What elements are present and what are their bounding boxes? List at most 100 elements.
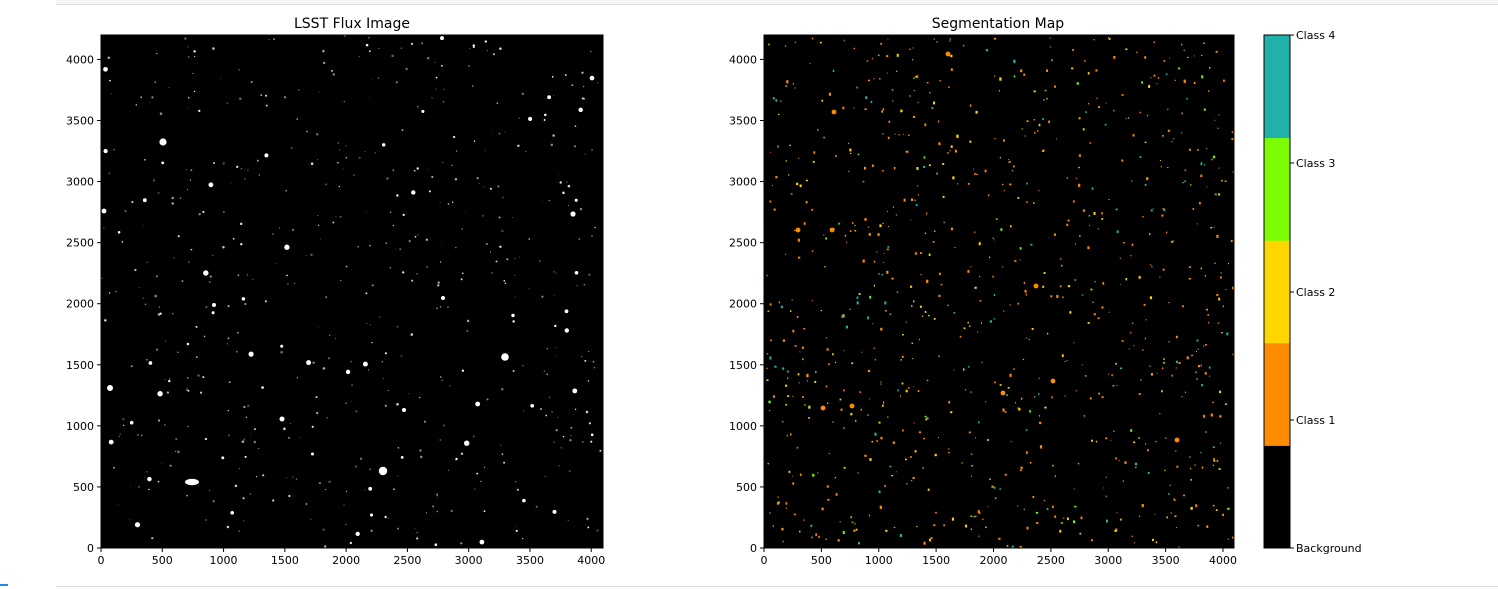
- seg-source: [803, 519, 805, 521]
- seg-source: [782, 367, 785, 370]
- flux-source: [155, 275, 158, 278]
- seg-source: [920, 252, 922, 255]
- flux-source: [322, 367, 326, 370]
- flux-source: [198, 212, 201, 216]
- seg-source: [806, 380, 809, 382]
- flux-source: [523, 410, 525, 412]
- flux-source: [140, 434, 143, 437]
- seg-source: [956, 183, 959, 185]
- seg-source: [1173, 498, 1176, 501]
- flux-source: [138, 286, 140, 288]
- seg-source: [989, 478, 991, 481]
- seg-source: [970, 453, 973, 455]
- seg-source: [1103, 487, 1105, 489]
- flux-source: [553, 94, 555, 96]
- seg-x-tick-label: 4000: [1209, 554, 1237, 567]
- seg-source: [849, 403, 855, 409]
- flux-source: [328, 480, 331, 483]
- flux-source: [129, 519, 131, 521]
- seg-source: [1136, 51, 1138, 53]
- seg-source: [1078, 117, 1081, 120]
- seg-source: [926, 417, 929, 420]
- flux-bright-source: [554, 324, 557, 328]
- seg-source: [1110, 439, 1112, 441]
- flux-bright-source: [147, 476, 152, 482]
- seg-source: [918, 194, 920, 196]
- flux-source: [408, 239, 411, 243]
- seg-source: [770, 339, 772, 342]
- seg-source: [913, 300, 915, 303]
- flux-source: [103, 227, 105, 230]
- seg-source: [978, 535, 980, 537]
- flux-bright-source: [311, 452, 314, 456]
- flux-source: [209, 281, 211, 283]
- seg-source: [850, 413, 853, 416]
- seg-source: [1060, 522, 1063, 524]
- flux-y-tick-label: 2000: [66, 298, 94, 311]
- seg-source: [882, 108, 885, 111]
- seg-source: [1127, 117, 1130, 119]
- flux-source: [442, 424, 446, 427]
- seg-source: [929, 92, 931, 94]
- seg-source: [1208, 322, 1210, 324]
- flux-source: [335, 215, 337, 218]
- seg-source: [1173, 240, 1175, 242]
- flux-source: [158, 306, 161, 308]
- flux-source: [244, 168, 246, 170]
- seg-source: [1131, 180, 1133, 182]
- flux-source: [187, 425, 189, 428]
- seg-source: [868, 514, 871, 517]
- flux-source: [566, 181, 568, 183]
- seg-source: [1178, 546, 1181, 549]
- flux-bright-source: [528, 116, 533, 121]
- seg-source: [1194, 464, 1196, 466]
- seg-source: [812, 474, 815, 477]
- seg-source: [832, 353, 834, 356]
- flux-source: [587, 380, 590, 382]
- seg-source: [880, 381, 882, 383]
- seg-source: [1102, 282, 1105, 285]
- flux-source: [108, 172, 111, 174]
- seg-source: [978, 421, 980, 424]
- seg-source: [782, 339, 786, 342]
- seg-source: [1113, 56, 1116, 59]
- seg-source: [1067, 517, 1069, 521]
- flux-source: [238, 69, 240, 71]
- seg-source: [910, 285, 913, 288]
- flux-source: [408, 393, 410, 395]
- flux-bright-source: [589, 75, 595, 81]
- flux-source: [503, 280, 506, 282]
- seg-source: [1157, 77, 1160, 79]
- seg-source: [1026, 201, 1028, 203]
- flux-y-tick-label: 1500: [66, 359, 94, 372]
- seg-source: [1085, 111, 1088, 113]
- seg-source: [1094, 280, 1096, 283]
- seg-source: [1119, 518, 1122, 521]
- seg-source: [827, 498, 830, 501]
- seg-source: [789, 144, 791, 147]
- flux-x-tick-label: 3500: [516, 554, 544, 567]
- flux-source: [242, 497, 245, 500]
- seg-source: [1125, 278, 1128, 281]
- flux-source: [599, 449, 602, 452]
- seg-source: [844, 234, 847, 237]
- seg-source: [1142, 349, 1144, 351]
- seg-source: [993, 318, 996, 320]
- flux-source: [535, 505, 538, 508]
- flux-source: [482, 214, 484, 217]
- seg-source: [1212, 446, 1215, 448]
- flux-source: [384, 404, 387, 407]
- seg-source: [788, 470, 791, 473]
- seg-source: [1159, 276, 1161, 278]
- seg-source: [1029, 462, 1032, 464]
- flux-source: [371, 79, 373, 81]
- seg-source: [1146, 114, 1149, 117]
- seg-source: [976, 173, 978, 176]
- flux-source: [559, 174, 561, 175]
- seg-source: [1056, 295, 1059, 299]
- seg-source: [1112, 385, 1115, 387]
- seg-source: [930, 537, 933, 540]
- seg-source: [1148, 85, 1151, 88]
- flux-source: [466, 329, 469, 332]
- flux-source: [272, 499, 275, 502]
